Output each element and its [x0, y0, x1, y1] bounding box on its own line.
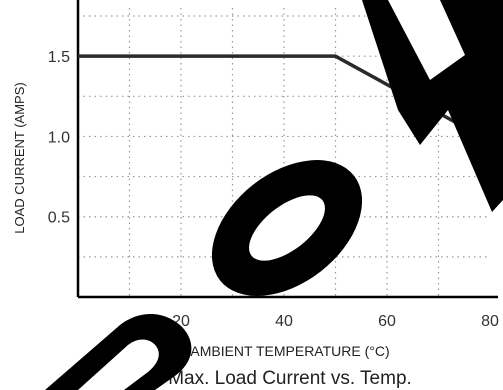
- chart-title: Max. Load Current vs. Temp.: [168, 368, 412, 389]
- watermark-letter-v: [362, 0, 503, 212]
- grid: [78, 8, 490, 297]
- watermark-logo: [45, 0, 503, 390]
- y-tick-label: 1.5: [48, 49, 70, 66]
- y-tick-label: 0.5: [48, 210, 70, 227]
- watermark-letter-s: [45, 313, 192, 390]
- x-tick-label: 60: [378, 313, 396, 330]
- x-tick-label: 80: [481, 313, 499, 330]
- y-tick-label: 1.0: [48, 129, 70, 146]
- axes: [76, 0, 498, 299]
- y-tick-labels: 0.5 1.0 1.5: [48, 49, 70, 227]
- x-tick-label: 40: [275, 313, 293, 330]
- x-axis-label: AMBIENT TEMPERATURE (°C): [190, 343, 389, 359]
- y-axis-label: LOAD CURRENT (AMPS): [12, 82, 27, 233]
- x-tick-labels: 20 40 60 80: [172, 313, 499, 330]
